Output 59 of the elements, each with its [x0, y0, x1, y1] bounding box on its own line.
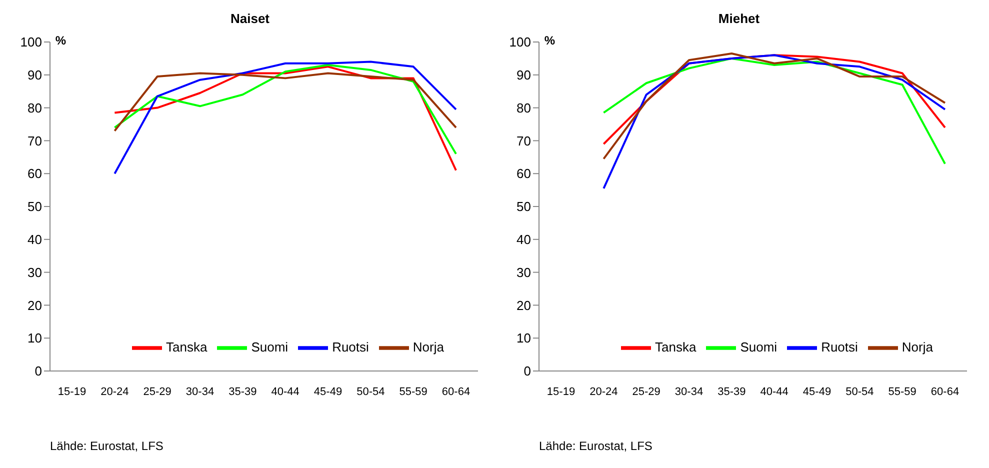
line-series — [114, 72, 457, 132]
x-tick-label: 25-29 — [632, 386, 660, 398]
y-tick-label: 40 — [516, 232, 531, 248]
line-series — [602, 54, 946, 190]
x-tick-label: 15-19 — [546, 386, 576, 398]
y-tick-label: 0 — [524, 364, 531, 379]
legend-label: Norja — [412, 339, 444, 354]
x-tick-label: 35-39 — [718, 386, 746, 398]
y-tick-label: 20 — [28, 298, 42, 313]
y-tick-label: 50 — [516, 199, 531, 214]
y-tick-label: 80 — [516, 100, 531, 116]
y-tick-label: 10 — [28, 330, 42, 346]
x-tick-label: 15-19 — [58, 386, 86, 398]
legend-label: Tanska — [655, 339, 696, 354]
x-tick-label: 60-64 — [442, 386, 470, 398]
y-tick-label: 40 — [28, 232, 42, 248]
y-tick-label: 90 — [516, 68, 531, 83]
chart-title: Miehet — [717, 10, 761, 28]
legend-label: Suomi — [251, 339, 288, 354]
legend-label: Norja — [902, 339, 933, 354]
y-axis-title: % — [55, 34, 66, 48]
y-tick-label: 50 — [28, 199, 42, 214]
y-tick-label: 60 — [28, 166, 42, 182]
y-tick-label: 100 — [20, 34, 42, 50]
x-tick-label: 40-44 — [271, 386, 300, 398]
y-tick-label: 100 — [509, 34, 531, 50]
legend-label: Suomi — [740, 339, 778, 354]
y-tick-label: 60 — [516, 166, 531, 182]
y-axis-title: % — [544, 34, 556, 48]
y-tick-label: 80 — [28, 100, 42, 116]
legend-label: Ruotsi — [332, 339, 369, 354]
line-series — [114, 64, 457, 155]
y-tick-label: 10 — [516, 330, 531, 346]
x-tick-label: 40-44 — [760, 386, 788, 398]
y-tick-label: 70 — [28, 133, 42, 148]
text: Lähde: Eurostat, LFS — [50, 439, 164, 453]
y-tick-label: 20 — [516, 298, 531, 313]
text: Lähde: Eurostat, LFS — [539, 439, 654, 453]
x-tick-label: 30-34 — [186, 386, 214, 398]
y-tick-label: 30 — [28, 264, 42, 280]
x-tick-label: 30-34 — [674, 386, 704, 398]
y-tick-label: 30 — [516, 264, 531, 280]
x-tick-label: 60-64 — [930, 386, 960, 398]
y-tick-label: 90 — [28, 68, 42, 83]
x-tick-label: 50-54 — [846, 386, 874, 398]
x-tick-label: 50-54 — [356, 386, 385, 398]
x-tick-label: 45-49 — [314, 386, 342, 398]
x-tick-label: 20-24 — [100, 386, 129, 398]
x-tick-label: 55-59 — [399, 386, 428, 398]
chart-title: Naiset — [229, 10, 271, 28]
legend-label: Ruotsi — [821, 339, 858, 354]
x-tick-label: 20-24 — [590, 386, 618, 398]
x-tick-label: 45-49 — [802, 386, 832, 398]
x-tick-label: 25-29 — [143, 386, 172, 398]
y-tick-label: 0 — [34, 364, 42, 379]
x-tick-label: 55-59 — [888, 386, 916, 398]
x-tick-label: 35-39 — [228, 386, 257, 398]
y-tick-label: 70 — [516, 133, 531, 148]
legend-label: Tanska — [166, 339, 208, 354]
